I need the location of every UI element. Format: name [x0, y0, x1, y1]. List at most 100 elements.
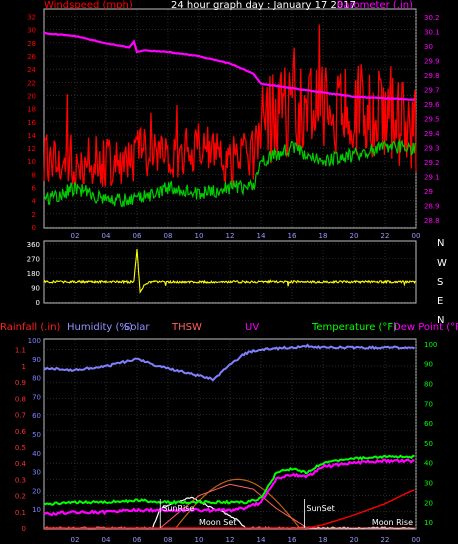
lower-humidity-tick: 20 [32, 487, 41, 495]
direction-tick: 0 [36, 299, 40, 307]
lower-rainfall-label: Rainfall (.in) [0, 322, 61, 333]
top-left-tick: 30 [27, 27, 36, 35]
lower-x-tick: 20 [350, 536, 359, 544]
lower-rain-tick: 0.3 [15, 476, 26, 484]
moonset-label: Moon Set [199, 518, 236, 527]
lower-temperature-label: Temperature (°F) [311, 322, 397, 333]
lower-x-tick: 22 [381, 536, 390, 544]
lower-x-tick: 12 [226, 536, 235, 544]
lower-temp-tick: 60 [424, 420, 433, 428]
rainfall-series [44, 489, 415, 529]
lower-temp-tick: 10 [424, 519, 433, 527]
top-right-tick: 29.9 [424, 58, 440, 66]
lower-rain-tick: 0.2 [15, 493, 26, 501]
dewpoint-series [43, 458, 415, 517]
lower-uv-label: UV [245, 322, 259, 333]
top-left-tick: 28 [27, 40, 36, 48]
top-left-tick: 14 [27, 132, 36, 140]
top-right-tick: 30 [424, 43, 433, 51]
lower-temp-tick: 100 [424, 341, 437, 349]
temperature-series [43, 454, 415, 506]
lower-temp-tick: 30 [424, 479, 433, 487]
lower-rain-tick: 1.1 [15, 347, 26, 355]
lower-x-tick: 16 [288, 536, 297, 544]
top-x-tick: 16 [288, 232, 297, 240]
humidity-series [43, 343, 415, 382]
top-left-tick: 18 [27, 106, 36, 114]
top-x-tick: 22 [381, 232, 390, 240]
compass-label: E [437, 296, 443, 307]
top-right-tick: 29 [424, 188, 433, 196]
top-right-tick: 29.6 [424, 101, 440, 109]
lower-solar-label: Solar [124, 322, 150, 333]
barometer-series [44, 31, 415, 101]
top-x-tick: 06 [133, 232, 142, 240]
top-left-tick: 32 [27, 14, 36, 22]
top-x-tick: 14 [257, 232, 266, 240]
lower-dewpoint-label: Dew Point (°F) [393, 322, 458, 333]
top-right-tick: 29.5 [424, 116, 440, 124]
header-barometer-label: Barometer (.in) [337, 0, 413, 11]
lower-rain-tick: 0.8 [15, 395, 26, 403]
lower-temp-tick: 20 [424, 499, 433, 507]
direction-plot-frame [43, 240, 417, 304]
wind-low-series [43, 138, 417, 208]
direction-tick: 270 [27, 256, 40, 264]
top-x-tick: 18 [319, 232, 328, 240]
lower-rain-tick: 0.1 [15, 509, 26, 517]
wind-direction-series [43, 249, 416, 294]
top-right-tick: 30.1 [424, 29, 440, 37]
lower-humidity-tick: 70 [32, 393, 41, 401]
lower-humidity-tick: 60 [32, 412, 41, 420]
top-right-tick: 29.2 [424, 159, 440, 167]
direction-tick: 90 [31, 285, 40, 293]
lower-x-tick: 02 [71, 536, 80, 544]
top-x-tick: 10 [195, 232, 204, 240]
top-left-tick: 20 [27, 92, 36, 100]
lower-rain-tick: 0 [22, 525, 26, 533]
compass-label: S [437, 277, 443, 288]
lower-humidity-tick: 50 [32, 431, 41, 439]
lower-x-tick: 00 [412, 536, 421, 544]
lower-temp-tick: 50 [424, 440, 433, 448]
lower-x-tick: 04 [102, 536, 111, 544]
lower-temp-tick: 40 [424, 460, 433, 468]
top-left-tick: 10 [27, 158, 36, 166]
lower-humidity-tick: 90 [32, 356, 41, 364]
lower-humidity-tick: 40 [32, 450, 41, 458]
compass-label: N [437, 238, 444, 249]
lower-humidity-tick: 10 [32, 506, 41, 514]
direction-tick: 360 [27, 241, 40, 249]
top-right-tick: 29.1 [424, 173, 440, 181]
lower-humidity-tick: 80 [32, 375, 41, 383]
lower-rain-tick: 0.6 [15, 428, 27, 436]
lower-rain-tick: 1 [22, 363, 26, 371]
top-left-tick: 22 [27, 79, 36, 87]
top-left-tick: 8 [32, 171, 36, 179]
top-right-tick: 29.4 [424, 130, 440, 138]
top-x-tick: 00 [412, 232, 421, 240]
compass-label: W [437, 258, 447, 269]
lower-humidity-tick: 100 [28, 337, 41, 345]
sunset-label: SunSet [306, 504, 334, 513]
top-left-tick: 16 [27, 119, 36, 127]
windspeed-series [43, 24, 417, 187]
direction-tick: 180 [27, 270, 40, 278]
top-left-tick: 12 [27, 145, 36, 153]
top-left-tick: 26 [27, 53, 36, 61]
lower-x-tick: 10 [195, 536, 204, 544]
top-right-tick: 28.8 [424, 217, 440, 225]
top-left-tick: 24 [27, 66, 36, 74]
top-x-tick: 04 [102, 232, 111, 240]
lower-x-tick: 18 [319, 536, 328, 544]
top-left-tick: 0 [32, 224, 36, 232]
lower-temp-tick: 70 [424, 400, 433, 408]
top-x-tick: 12 [226, 232, 235, 240]
lower-x-tick: 08 [164, 536, 173, 544]
lower-x-tick: 14 [257, 536, 266, 544]
top-x-tick: 08 [164, 232, 173, 240]
top-left-tick: 6 [32, 185, 37, 193]
top-right-tick: 29.3 [424, 144, 440, 152]
header-windspeed-label: Windspeed (mph) [44, 0, 133, 11]
header-title: 24 hour graph day : January 17 2017 [171, 0, 356, 11]
